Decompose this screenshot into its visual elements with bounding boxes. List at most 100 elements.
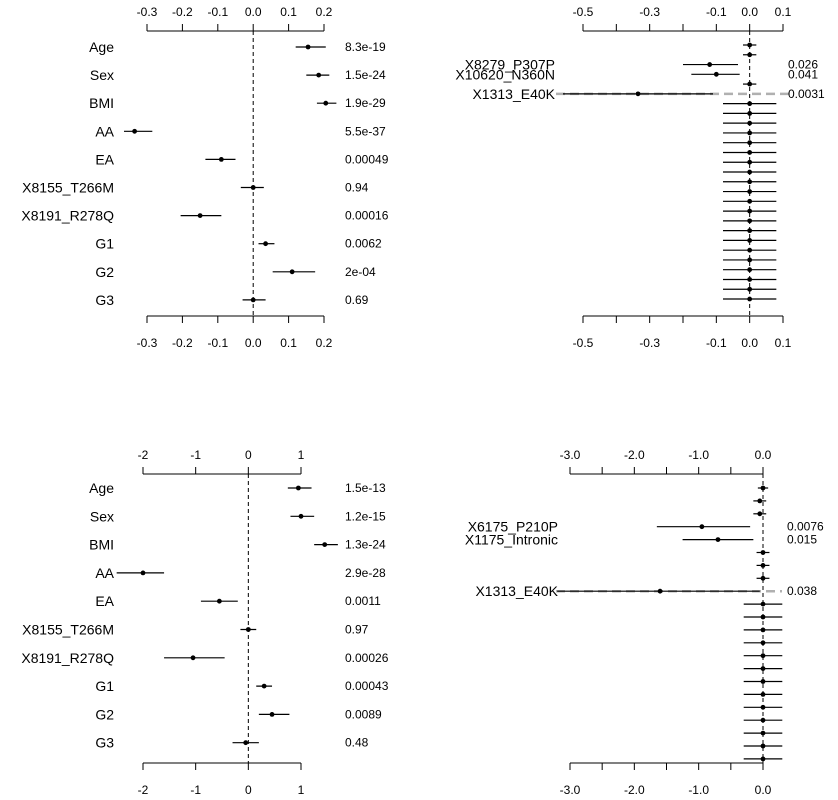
point-estimate [747,257,753,263]
p-value-label: 1.5e-13 [345,481,386,495]
p-value-label: 8.3e-19 [345,40,386,54]
row-label: G3 [95,735,114,751]
p-value-label: 0.00049 [345,152,389,166]
point-estimate [323,100,329,106]
point-estimate [747,52,753,58]
p-value-label: 0.026 [788,58,818,72]
row-label: X8191_R278Q [21,650,114,666]
point-estimate [760,653,766,659]
p-value-label: 1.3e-24 [345,538,386,552]
point-estimate [760,640,766,646]
x-tick-label-top: 0.2 [316,5,333,19]
x-tick-label-top: 0.1 [280,5,297,19]
row-label: Age [89,39,114,55]
x-tick-label-bottom: 0.0 [741,336,758,350]
point-estimate [760,666,766,671]
point-estimate [760,575,766,581]
point-estimate [760,756,766,762]
point-estimate [757,511,763,517]
point-estimate [713,71,719,77]
point-estimate [760,730,766,736]
point-estimate [747,189,753,194]
point-estimate [295,485,301,491]
x-tick-label-top: 1 [298,448,305,462]
x-tick-label-bottom: -1.0 [688,783,709,797]
x-tick-label-top: 0.0 [245,5,262,19]
point-estimate [760,704,766,710]
p-value-label: 0.0089 [345,707,382,721]
point-estimate [747,169,753,175]
point-estimate [760,601,766,607]
point-estimate [316,72,322,78]
point-estimate [747,286,753,292]
x-tick-label-bottom: -1 [190,783,201,797]
row-label: G2 [95,264,114,280]
forest-panel-top-left: -0.3 -0.2 -0.1 0.0 0.1 0.2 -0.3 -0.2 -0.1 0.0 0.1 0… [21,5,388,350]
point-estimate [715,537,721,542]
point-estimate [760,550,766,555]
point-estimate [657,588,663,594]
row-label: X8155_T266M [22,622,114,638]
point-estimate [747,110,753,116]
point-estimate [760,743,766,749]
point-estimate [760,679,766,684]
row-label: AA [95,565,114,581]
x-tick-label-bottom: -0.1 [207,336,228,350]
point-estimate [747,150,753,155]
x-tick-label-top: -0.5 [573,5,594,19]
x-tick-label-top: -0.1 [706,5,727,19]
row-label: Sex [90,508,114,524]
x-tick-label-top: -2.0 [624,448,645,462]
point-estimate [760,717,766,723]
x-tick-label-bottom: 0.1 [280,336,297,350]
p-value-label: 0.038 [787,584,817,598]
point-estimate [699,524,705,530]
x-tick-label-bottom: 1 [298,783,305,797]
x-tick-label-top: -0.1 [207,5,228,19]
point-estimate [747,267,753,273]
p-value-label: 0.0062 [345,237,382,251]
row-label: G2 [95,706,114,722]
row-label: G1 [95,236,114,252]
x-tick-label-bottom: 0.1 [775,336,792,350]
row-label: X6175_P210P [468,519,558,535]
x-tick-label-top: 0.0 [741,5,758,19]
x-tick-label-bottom: -0.2 [172,336,193,350]
point-estimate [747,81,753,87]
point-estimate [747,208,753,214]
point-estimate [250,297,256,303]
p-value-label: 2e-04 [345,265,376,279]
point-estimate [747,101,753,107]
row-label: G1 [95,678,114,694]
x-tick-label-bottom: -0.3 [639,336,660,350]
x-tick-label-top: -0.3 [137,5,158,19]
point-estimate [760,692,766,697]
p-value-label: 1.2e-15 [345,509,386,523]
p-value-label: 0.0011 [345,594,381,608]
row-label: X1313_E40K [472,86,555,102]
point-estimate [747,238,753,243]
x-tick-label-bottom: -2.0 [624,783,645,797]
point-estimate [197,213,203,219]
p-value-label: 0.015 [787,533,817,547]
point-estimate [747,277,753,282]
x-tick-label-bottom: -2 [138,783,149,797]
point-estimate [216,598,222,604]
p-value-label: 0.0031 [788,87,825,101]
point-estimate [263,241,268,247]
row-label: EA [95,593,114,609]
row-label: X8279_P307P [465,57,555,73]
point-estimate [747,130,753,136]
point-estimate [140,570,146,576]
x-tick-label-bottom: 0.0 [245,336,262,350]
p-value-label: 0.00016 [345,209,389,223]
p-value-label: 0.94 [345,181,369,195]
row-label: X10620_N360N [455,66,555,82]
point-estimate [245,627,251,632]
row-label: X1175_Intronic [465,532,558,548]
x-tick-label-top: -0.2 [172,5,193,19]
x-tick-label-top: 0 [245,448,252,462]
point-estimate [707,62,713,67]
row-label: X1313_E40K [475,583,558,599]
